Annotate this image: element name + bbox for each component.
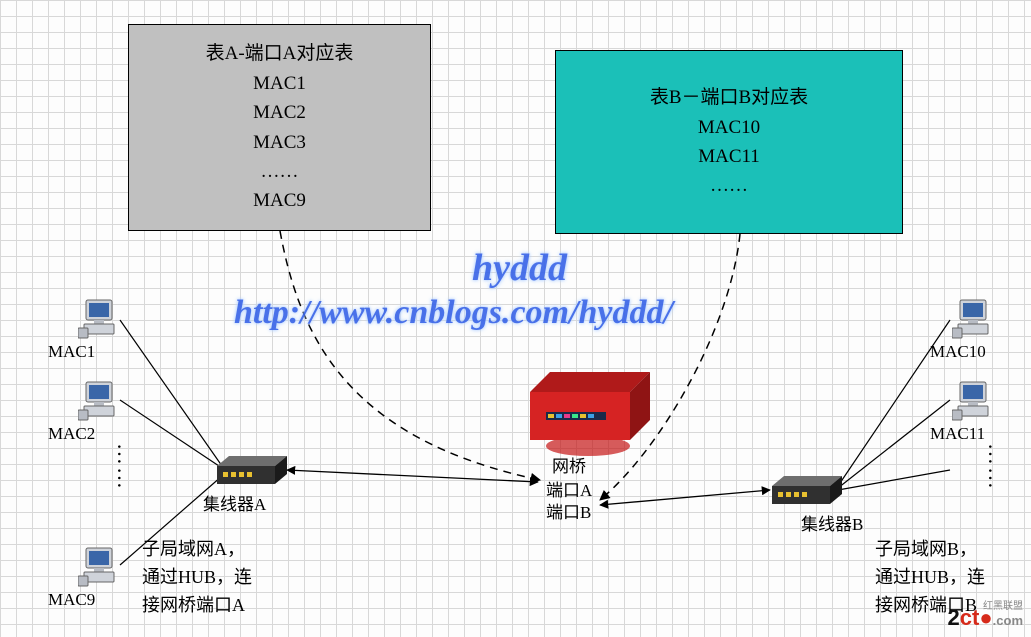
ellipsis-a: …… bbox=[112, 443, 138, 491]
pc-mac1 bbox=[78, 298, 120, 340]
boxA-title: 表A-端口A对应表 bbox=[206, 39, 354, 68]
hub-a-icon bbox=[217, 456, 287, 484]
pc-mac11 bbox=[952, 380, 994, 422]
hub-b-label: 集线器B bbox=[801, 510, 863, 535]
table-a-box: 表A-端口A对应表MAC1MAC2MAC3……MAC9 bbox=[128, 24, 431, 231]
watermark-line2: http://www.cnblogs.com/hyddd/ bbox=[234, 294, 673, 332]
boxB-title: 表B－端口B对应表 bbox=[650, 83, 808, 112]
paraA-l1: 子局域网A， bbox=[142, 536, 252, 564]
sublan-a-text: 子局域网A， 通过HUB，连 接网桥端口A bbox=[142, 536, 252, 620]
ellipsis-b: …… bbox=[983, 443, 1009, 491]
pc-mac11-label: MAC11 bbox=[930, 424, 985, 444]
bridge-device-icon bbox=[510, 352, 660, 457]
logo-com: .com bbox=[993, 613, 1023, 628]
pc-mac2 bbox=[78, 380, 120, 422]
boxA-line-2: MAC3 bbox=[253, 128, 306, 157]
boxA-line-1: MAC2 bbox=[253, 98, 306, 127]
boxB-line-2: …… bbox=[710, 171, 748, 200]
pc-mac9 bbox=[78, 546, 120, 588]
boxB-line-1: MAC11 bbox=[698, 142, 760, 171]
paraA-l3: 接网桥端口A bbox=[142, 592, 252, 620]
boxA-line-4: MAC9 bbox=[253, 186, 306, 215]
hub-b-icon bbox=[772, 476, 842, 504]
watermark-line1: hyddd bbox=[472, 246, 567, 290]
boxB-line-0: MAC10 bbox=[698, 113, 760, 142]
paraB-l1: 子局域网B， bbox=[875, 536, 985, 564]
pc-mac1-label: MAC1 bbox=[48, 342, 95, 362]
pc-mac10-label: MAC10 bbox=[930, 342, 986, 362]
boxA-line-3: …… bbox=[261, 157, 299, 186]
hub-a-label: 集线器A bbox=[203, 490, 266, 515]
logo-sub: 红黑联盟 bbox=[983, 597, 1023, 612]
table-b-box: 表B－端口B对应表MAC10MAC11…… bbox=[555, 50, 903, 234]
pc-mac9-label: MAC9 bbox=[48, 590, 95, 610]
paraB-l2: 通过HUB，连 bbox=[875, 564, 985, 592]
boxA-line-0: MAC1 bbox=[253, 69, 306, 98]
pc-mac10 bbox=[952, 298, 994, 340]
paraA-l2: 通过HUB，连 bbox=[142, 564, 252, 592]
port-b-label: 端口B bbox=[546, 498, 591, 523]
bridge-label: 网桥 bbox=[552, 452, 586, 477]
pc-mac2-label: MAC2 bbox=[48, 424, 95, 444]
logo-2: 2 bbox=[948, 605, 960, 630]
site-logo: 红黑联盟 2ct●.com bbox=[948, 605, 1023, 631]
